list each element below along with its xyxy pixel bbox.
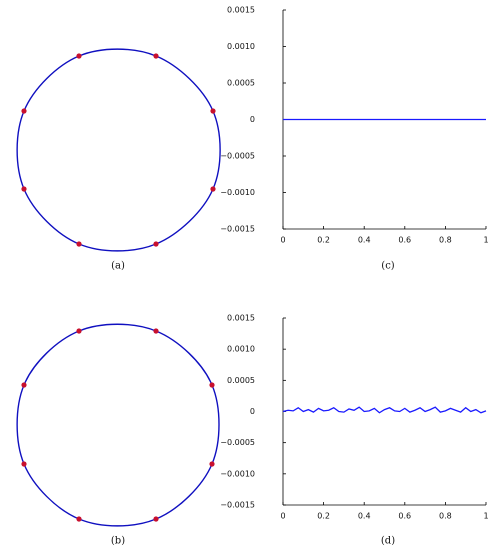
node-point (21, 461, 27, 467)
curve (16, 48, 221, 252)
y-tick-label: −0.0005 (220, 438, 255, 447)
x-tick-label: 1 (483, 236, 488, 245)
y-tick-label: 0 (250, 115, 255, 124)
y-tick-label: 0.0010 (227, 345, 255, 354)
y-tick-label: −0.0015 (220, 501, 255, 510)
y-tick-label: −0.0005 (220, 152, 255, 161)
node-point (153, 516, 159, 522)
caption: (c) (381, 261, 395, 272)
x-tick-label: 0 (280, 512, 285, 521)
caption: (a) (111, 261, 125, 272)
x-tick-label: 0.2 (317, 236, 330, 245)
x-tick-label: 0.6 (398, 236, 411, 245)
y-tick-label: 0 (250, 407, 255, 416)
node-point (76, 241, 82, 247)
y-tick-label: 0.0005 (227, 376, 255, 385)
caption: (d) (381, 536, 395, 547)
node-point (209, 382, 215, 388)
node-point (76, 328, 82, 334)
node-point (210, 108, 216, 114)
caption: (b) (111, 536, 125, 547)
node-point (21, 186, 27, 192)
node-point (21, 382, 27, 388)
node-point (153, 328, 159, 334)
x-tick-label: 1 (483, 512, 488, 521)
node-point (21, 108, 27, 114)
x-tick-label: 0.8 (439, 236, 452, 245)
node-point (153, 53, 159, 59)
node-point (209, 461, 215, 467)
node-point (76, 516, 82, 522)
node-point (76, 53, 82, 59)
x-tick-label: 0.2 (317, 512, 330, 521)
y-tick-label: 0.0005 (227, 79, 255, 88)
x-tick-label: 0.6 (398, 512, 411, 521)
y-tick-label: −0.0015 (220, 225, 255, 234)
x-tick-label: 0 (280, 236, 285, 245)
y-tick-label: −0.0010 (220, 188, 255, 197)
curve (16, 323, 220, 527)
y-tick-label: 0.0010 (227, 42, 255, 51)
y-tick-label: 0.0015 (227, 314, 255, 323)
node-point (210, 186, 216, 192)
data-line (282, 406, 487, 414)
x-tick-label: 0.4 (358, 236, 371, 245)
y-tick-label: −0.0010 (220, 469, 255, 478)
x-tick-label: 0.8 (439, 512, 452, 521)
node-point (153, 241, 159, 247)
y-tick-label: 0.0015 (227, 6, 255, 15)
x-tick-label: 0.4 (358, 512, 371, 521)
